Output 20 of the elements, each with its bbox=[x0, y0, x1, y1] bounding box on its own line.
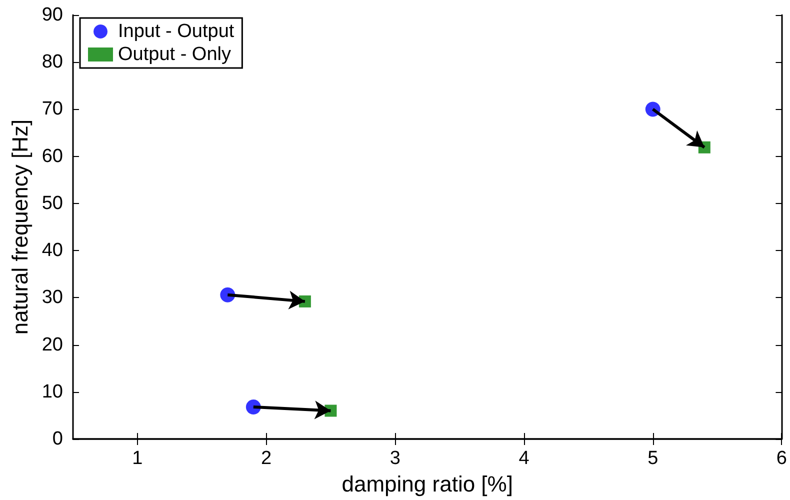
y-tick-label: 40 bbox=[42, 240, 63, 262]
x-tick-label: 3 bbox=[390, 448, 400, 469]
x-tick-label: 1 bbox=[132, 448, 143, 469]
x-axis-title: damping ratio [%] bbox=[342, 472, 513, 496]
x-tick-label: 4 bbox=[518, 448, 530, 469]
y-tick-label: 90 bbox=[42, 4, 63, 26]
x-tick-label: 2 bbox=[260, 448, 272, 469]
y-tick-label: 70 bbox=[42, 98, 63, 120]
y-tick-label: 50 bbox=[42, 192, 63, 214]
y-tick-label: 30 bbox=[42, 287, 63, 308]
y-axis-title: natural frequency [Hz] bbox=[7, 119, 32, 335]
y-tick-label: 80 bbox=[42, 52, 63, 73]
y-tick-label: 10 bbox=[42, 381, 63, 402]
legend-label: Output - Only bbox=[118, 44, 232, 65]
y-tick-label: 60 bbox=[42, 146, 63, 167]
y-tick-label: 20 bbox=[42, 334, 63, 356]
legend-label: Input - Output bbox=[118, 21, 235, 42]
x-tick-label: 5 bbox=[648, 448, 658, 469]
y-tick-label: 0 bbox=[52, 428, 63, 450]
x-tick-label: 6 bbox=[776, 448, 788, 469]
